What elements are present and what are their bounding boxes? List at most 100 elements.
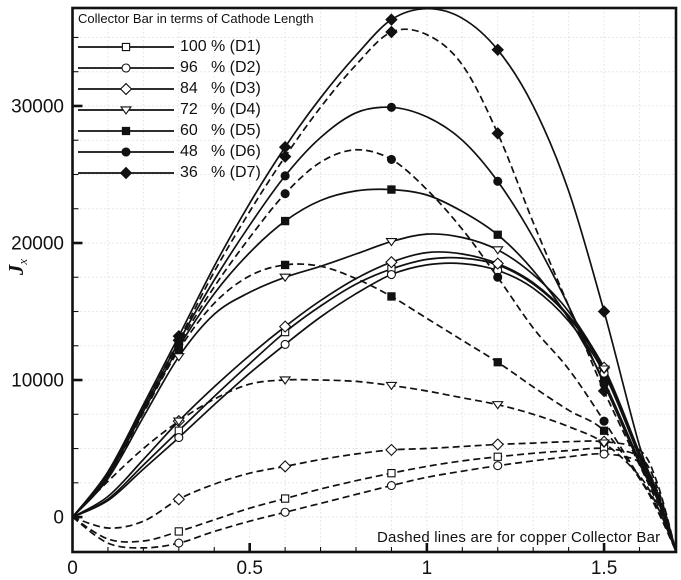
diamond-marker xyxy=(278,150,292,163)
legend-label-D2: 96 % (D2) xyxy=(180,59,261,77)
diamond-marker xyxy=(119,166,133,179)
diamond-marker xyxy=(172,334,186,347)
plot-frame xyxy=(71,6,678,554)
diamond-marker xyxy=(491,127,504,140)
diamond-marker xyxy=(385,13,398,26)
diamond-marker-open xyxy=(491,257,504,270)
square-marker xyxy=(387,292,396,301)
legend-pct-D2: 96 xyxy=(180,58,198,76)
diamond-marker-open xyxy=(278,320,292,333)
legend-label-D4: 72 % (D4) xyxy=(180,101,261,119)
triangle-down-marker-open xyxy=(491,401,504,410)
diamond-marker-open xyxy=(491,438,504,451)
triangle-down-marker-open xyxy=(598,439,611,448)
triangle-down-marker-open xyxy=(491,246,504,255)
diamond-marker-open xyxy=(385,443,398,457)
dashed-lines-annotation: Dashed lines are for copper Collector Ba… xyxy=(377,529,661,546)
y-axis-label-main: J xyxy=(4,264,28,276)
triangle-down-marker-open xyxy=(279,273,292,283)
markers-D1-dashed xyxy=(174,444,609,536)
legend-rest-D3: % (D3) xyxy=(211,79,261,97)
circle-marker xyxy=(599,416,609,426)
circle-marker-open xyxy=(599,449,609,459)
triangle-down-marker-open xyxy=(385,381,398,391)
legend-item-D1: 100% (D1) xyxy=(78,36,261,57)
legend-label-D1: 100% (D1) xyxy=(180,38,261,56)
circle-marker-open xyxy=(280,507,290,517)
tick-labels: 0 0.5 1 1.5 0 10000 20000 30000 xyxy=(11,96,617,579)
legend-rest-D6: % (D6) xyxy=(211,142,261,160)
diamond-marker-open xyxy=(385,255,398,269)
curve-D2-solid xyxy=(72,262,677,552)
square-marker-open xyxy=(121,42,131,51)
legend-sample-D7 xyxy=(78,166,174,179)
diamond-marker xyxy=(597,384,611,398)
curve-D3-solid xyxy=(72,251,677,552)
circle-marker-open xyxy=(121,62,131,73)
legend-pct-D5: 60 xyxy=(180,121,198,139)
legend-pct-D3: 84 xyxy=(180,79,198,97)
circle-marker xyxy=(121,146,131,157)
y-tick-label-0: 0 xyxy=(53,508,64,529)
curves xyxy=(71,7,677,552)
circle-marker xyxy=(386,154,396,164)
curve-D4-dashed xyxy=(71,378,677,552)
legend-label-D5: 60 % (D5) xyxy=(180,122,261,140)
diamond-marker-open xyxy=(172,493,186,506)
legend-pct-D4: 72 xyxy=(180,100,198,118)
circle-marker-open xyxy=(493,461,503,471)
curve-D5-dashed xyxy=(71,263,677,552)
x-tick-label-0: 0 xyxy=(67,558,78,579)
circle-marker xyxy=(280,189,290,199)
circle-marker xyxy=(493,272,503,282)
diamond-marker-open xyxy=(119,82,133,95)
legend-item-D5: 60 % (D5) xyxy=(78,120,261,141)
x-tick-label-0.5: 0.5 xyxy=(236,558,262,579)
circle-marker-open xyxy=(280,339,290,349)
triangle-down-marker-open xyxy=(119,105,133,115)
legend-label-D6: 48 % (D6) xyxy=(180,143,261,161)
square-marker xyxy=(387,185,396,194)
triangle-down-marker-open xyxy=(279,376,292,385)
legend-item-D2: 96 % (D2) xyxy=(78,57,261,78)
square-marker xyxy=(493,358,502,367)
markers-D7-dashed xyxy=(172,25,611,398)
legend-sample-D6 xyxy=(78,146,174,157)
square-marker-open xyxy=(280,494,290,503)
circle-marker-open xyxy=(386,480,396,491)
triangle-down-marker-open xyxy=(172,417,185,427)
circle-marker-open xyxy=(174,538,184,548)
y-axis-label: Jx xyxy=(4,244,34,290)
figure-title: Collector Bar in terms of Cathode Length xyxy=(78,11,314,26)
triangle-down-marker-open xyxy=(385,238,398,247)
circle-marker xyxy=(386,102,396,112)
legend-sample-D4 xyxy=(78,105,174,115)
circle-marker xyxy=(280,171,290,181)
legend-sample-D5 xyxy=(78,126,174,135)
y-tick-label-10000: 10000 xyxy=(11,371,64,392)
legend-rest-D1: % (D1) xyxy=(211,37,261,55)
legend-rest-D7: % (D7) xyxy=(211,163,261,181)
legend-pct-D1: 100 xyxy=(180,37,207,55)
markers-D2-solid xyxy=(174,265,609,443)
legend-pct-D7: 36 xyxy=(180,163,198,181)
legend-rest-D4: % (D4) xyxy=(211,100,261,118)
curve-D1-solid xyxy=(72,256,677,552)
legend-item-D6: 48 % (D6) xyxy=(78,141,261,162)
diamond-marker xyxy=(597,305,611,318)
triangle-down-marker-open xyxy=(172,353,185,362)
circle-marker xyxy=(493,176,503,186)
legend: 100% (D1) 96 % (D2) 84 % (D3) 72 % (D4) 60 % (D5… xyxy=(78,36,261,183)
y-axis-label-sub: x xyxy=(15,258,31,265)
legend-rest-D5: % (D5) xyxy=(211,121,261,139)
legend-item-D7: 36 % (D7) xyxy=(78,162,261,183)
square-marker xyxy=(280,260,290,270)
x-tick-label-1: 1 xyxy=(422,558,433,579)
triangle-down-marker-open xyxy=(598,365,611,374)
diamond-marker-open xyxy=(278,460,292,473)
legend-sample-D3 xyxy=(78,82,174,95)
legend-label-D3: 84 % (D3) xyxy=(180,80,261,98)
circle-marker-open xyxy=(174,433,184,443)
legend-label-D7: 36 % (D7) xyxy=(180,164,261,182)
